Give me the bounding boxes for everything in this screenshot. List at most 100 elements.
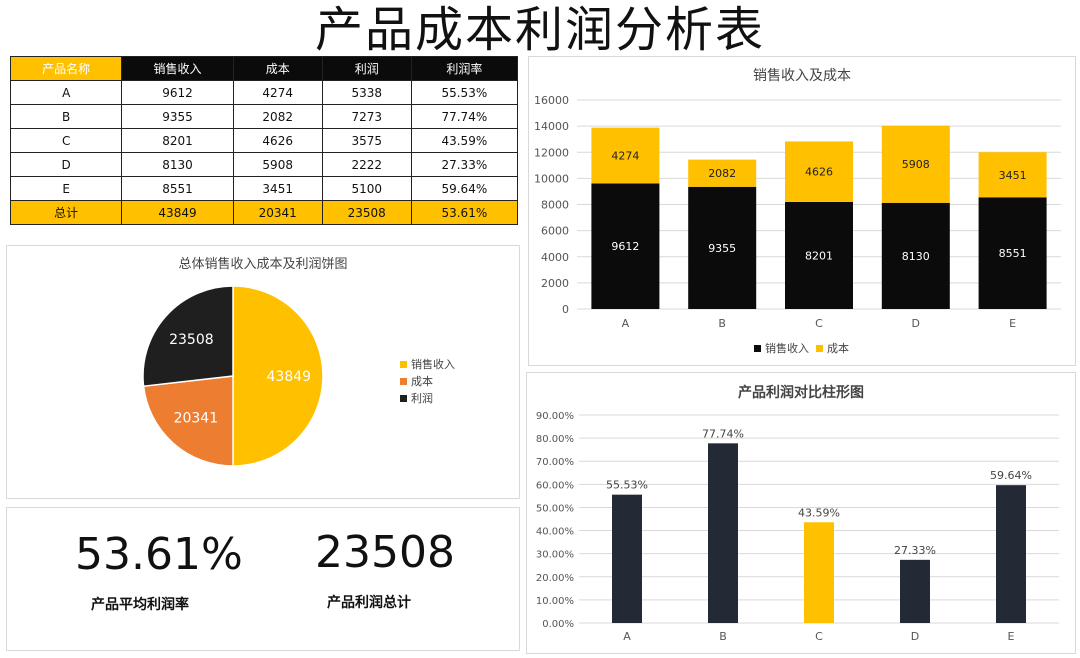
legend-label: 成本 [411,374,433,388]
x-tick-label: B [719,630,727,643]
table-header-row: 产品名称 销售收入 成本 利润 利润率 [9,56,519,81]
pie-slice [142,375,234,467]
table-cell: 27.33% [410,152,519,177]
pie-slice [232,285,324,467]
table-cell: 4626 [232,128,323,153]
col-header-revenue: 销售收入 [121,56,234,81]
bar-segment [881,125,950,203]
legend-swatch [816,345,823,352]
y-tick-label: 70.00% [536,457,574,468]
y-tick-label: 20.00% [536,573,574,584]
bar [900,559,930,623]
y-tick-label: 60.00% [536,480,574,491]
total-cell: 总计 [9,200,123,225]
x-tick-label: C [815,317,823,330]
bar-segment [688,159,757,187]
bar-data-label: 3451 [999,169,1027,182]
chart-title: 产品利润对比柱形图 [738,384,864,401]
avg-margin-label: 产品平均利润率 [91,597,189,613]
col-header-margin: 利润率 [410,56,519,81]
bar [804,522,834,623]
col-header-cost: 成本 [232,56,323,81]
bar [996,485,1026,623]
bar-data-label: 59.64% [990,469,1032,482]
table-cell: 5908 [232,152,323,177]
bar-data-label: 2082 [708,167,736,180]
bar-data-label: 43.59% [798,506,840,519]
y-tick-label: 10000 [534,172,569,185]
bar-segment [591,127,660,184]
y-tick-label: 16000 [534,94,569,107]
x-tick-label: A [623,630,631,643]
table-cell: 2082 [232,104,323,129]
table-cell: 8201 [121,128,234,153]
table-cell: C [9,128,123,153]
pie-slice [142,285,234,388]
table-total-row: 总计 43849 20341 23508 53.61% [9,200,519,225]
bar-data-label: 77.74% [702,427,744,440]
total-cell: 20341 [232,200,323,225]
x-tick-label: E [1009,317,1016,330]
y-tick-label: 4000 [541,251,569,264]
table-cell: A [9,80,123,105]
table-cell: 7273 [321,104,412,129]
bar-data-label: 9355 [708,242,736,255]
table-cell: 8130 [121,152,234,177]
chart-title: 销售收入及成本 [753,68,851,84]
y-tick-label: 14000 [534,120,569,133]
table-cell: 4274 [232,80,323,105]
stacked-bar-chart: 销售收入及成本 0 2000 4000 6000 8000 10000 12000 14000 1… [534,68,1061,355]
y-tick-label: 50.00% [536,503,574,514]
bar-data-label: 4274 [611,150,639,163]
bar [612,494,642,623]
bar-data-label: 27.33% [894,544,936,557]
y-tick-label: 80.00% [536,434,574,445]
kpi-panel: 53.61% 产品平均利润率 23508 产品利润总计 [6,507,520,651]
legend-swatch [400,378,407,385]
x-tick-label: D [911,630,919,643]
data-table: 产品名称 销售收入 成本 利润 利润率 A 9612 4274 5338 55.… [9,56,519,225]
bar-data-label: 8130 [902,250,930,263]
y-tick-label: 30.00% [536,550,574,561]
table-row: B 9355 2082 7273 77.74% [9,104,519,129]
table-cell: 3575 [321,128,412,153]
table-cell: E [9,176,123,201]
y-tick-label: 90.00% [536,411,574,422]
y-tick-label: 2000 [541,277,569,290]
x-tick-label: D [912,317,920,330]
margin-bar-panel: 产品利润对比柱形图 0.00% 10.00% 20.00% 30.00% 40.00% 50… [526,372,1076,654]
x-tick-label: E [1008,630,1015,643]
bar-segment [881,202,950,309]
table-cell: 77.74% [410,104,519,129]
avg-margin-value: 53.61% [75,529,243,580]
y-tick-label: 0 [562,303,569,316]
table-cell: 9355 [121,104,234,129]
table-cell: 3451 [232,176,323,201]
legend-label: 销售收入 [765,341,809,355]
table-cell: 8551 [121,176,234,201]
bar-data-label: 4626 [805,166,833,179]
margin-bar-chart: 产品利润对比柱形图 0.00% 10.00% 20.00% 30.00% 40.00% 50… [536,384,1059,643]
bar-segment [785,141,853,202]
pie-data-label: 20341 [174,411,219,427]
y-tick-label: 40.00% [536,527,574,538]
bar-data-label: 8551 [999,247,1027,260]
table-cell: D [9,152,123,177]
y-tick-label: 0.00% [542,619,574,630]
legend-swatch [400,395,407,402]
table-row: A 9612 4274 5338 55.53% [9,80,519,105]
total-cell: 43849 [121,200,234,225]
table-cell: 9612 [121,80,234,105]
legend-label: 销售收入 [411,357,455,371]
total-profit-value: 23508 [315,527,455,578]
bar-segment [591,183,660,309]
bar-data-label: 9612 [611,240,639,253]
legend-label: 利润 [411,391,433,405]
page-title: 产品成本利润分析表 [314,2,765,58]
col-header-profit: 利润 [321,56,412,81]
table-cell: 2222 [321,152,412,177]
y-tick-label: 12000 [534,146,569,159]
x-tick-label: B [718,317,726,330]
table-cell: 59.64% [410,176,519,201]
bar-segment [785,201,853,309]
